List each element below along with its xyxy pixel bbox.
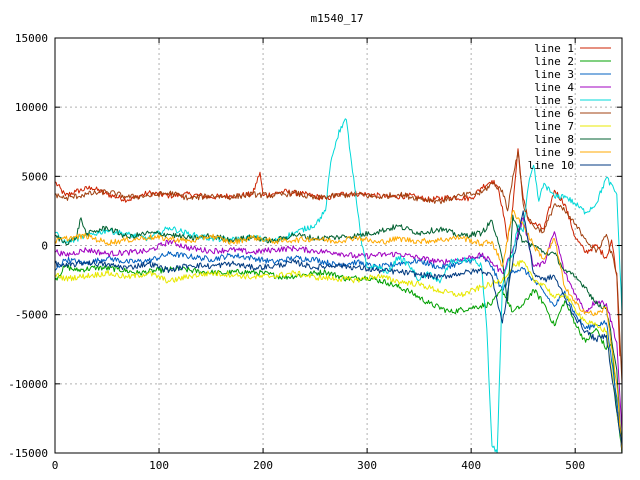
y-tick-label: -5000 — [15, 309, 48, 322]
series-line-9 — [55, 210, 622, 453]
y-tick-label: -10000 — [8, 378, 48, 391]
x-tick-label: 300 — [357, 459, 377, 472]
series-line-5 — [55, 118, 622, 453]
legend-label: line 5 — [534, 94, 574, 107]
series-layer — [55, 118, 622, 453]
series-line-7 — [55, 259, 622, 447]
legend-label: line 1 — [534, 42, 574, 55]
series-line-10 — [55, 210, 622, 447]
legend-label: line 3 — [534, 68, 574, 81]
series-line-6 — [55, 150, 622, 384]
legend-label: line 7 — [534, 120, 574, 133]
x-tick-label: 500 — [565, 459, 585, 472]
legend-label: line 6 — [534, 107, 574, 120]
grid — [55, 38, 622, 453]
x-tick-label: 200 — [253, 459, 273, 472]
legend-label: line 9 — [534, 146, 574, 159]
legend-label: line 2 — [534, 55, 574, 68]
x-tick-label: 100 — [149, 459, 169, 472]
y-tick-label: 0 — [41, 240, 48, 253]
x-tick-label: 400 — [461, 459, 481, 472]
series-line-2 — [55, 263, 622, 453]
series-line-4 — [55, 217, 622, 433]
y-tick-label: -15000 — [8, 447, 48, 460]
legend-label: line 8 — [534, 133, 574, 146]
legend-label: line 10 — [528, 159, 574, 172]
y-tick-label: 15000 — [15, 32, 48, 45]
series-line-8 — [55, 214, 622, 453]
chart-title: m1540_17 — [311, 12, 364, 25]
legend-label: line 4 — [534, 81, 574, 94]
x-tick-label: 0 — [52, 459, 59, 472]
y-tick-label: 5000 — [22, 170, 49, 183]
axes: 0 100 200 300 400 500 -15000 -10000 -5000 0 5000 10… — [8, 32, 622, 472]
y-tick-label: 10000 — [15, 101, 48, 114]
